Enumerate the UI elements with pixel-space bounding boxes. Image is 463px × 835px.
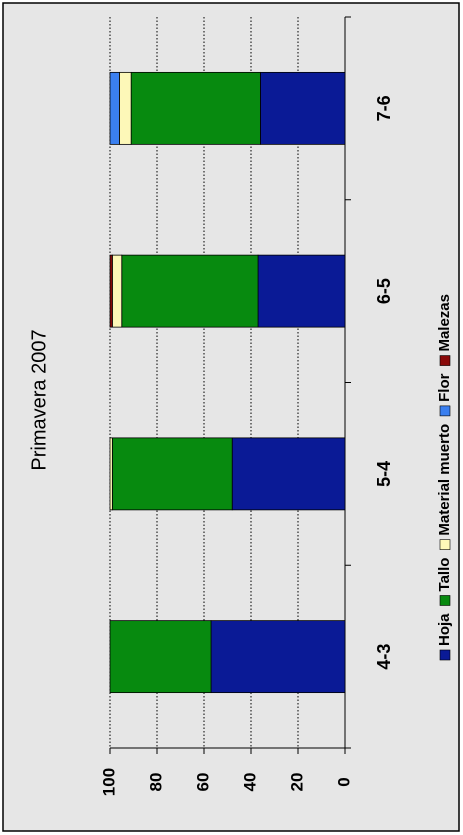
bar-segment [109,71,120,145]
x-tick-label: 4-3 [374,644,394,670]
bar-segment [121,254,259,328]
bar-segment [119,71,132,145]
x-tick-label: 6-5 [374,278,394,304]
bar-segment [130,71,261,145]
legend-swatch [439,405,451,417]
bar-segment [257,254,346,328]
legend-label: Malezas [436,294,453,352]
y-tick-label: 40 [240,773,259,792]
bar-segment [210,620,346,694]
bar-segment [109,620,212,694]
y-tick-label: 100 [99,768,118,796]
bar-segment [109,254,113,328]
legend-label: Flor [436,373,453,401]
legend-swatch [439,649,451,661]
y-tick-label: 80 [146,773,165,792]
legend-swatch [439,539,451,550]
y-tick-label: 20 [287,773,306,792]
legend-swatch [439,355,451,366]
legend-label: Material muerto [436,424,453,536]
x-tick-label: 5-4 [374,461,394,487]
bar-segment [111,254,123,328]
bar-segment [109,437,113,511]
y-tick-label: 60 [193,773,212,792]
bar-segment [111,437,233,511]
legend-label: Hoja [436,613,453,646]
legend-label: Tallo [436,558,453,592]
bar-segment [259,71,346,145]
x-tick-label: 7-6 [374,95,394,121]
chart-title: Primavera 2007 [28,329,50,470]
y-tick-label: 0 [334,777,353,786]
legend-swatch [439,595,451,606]
bar-segment [231,437,346,511]
